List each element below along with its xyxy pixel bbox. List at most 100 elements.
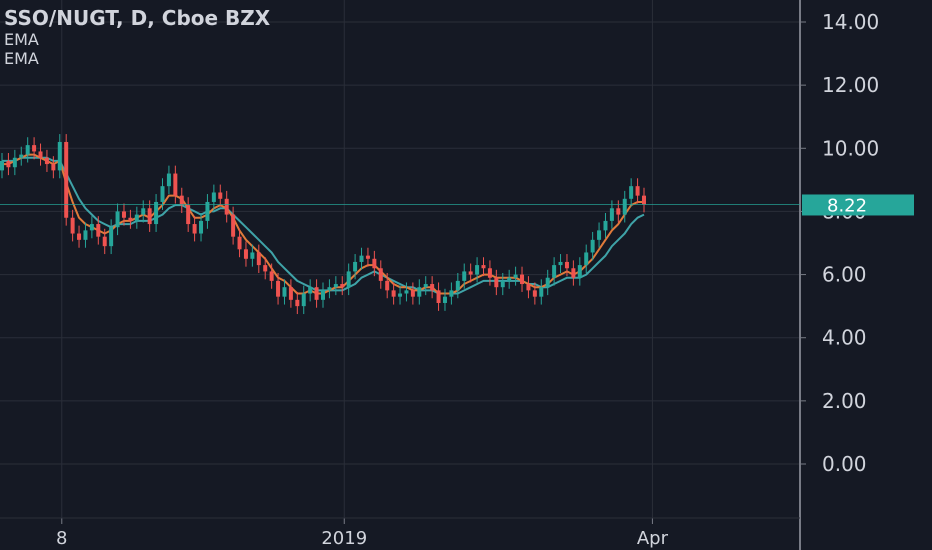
candle — [199, 213, 204, 242]
candle-body — [365, 255, 370, 259]
candle-body — [635, 186, 640, 196]
candle — [410, 282, 415, 305]
candle — [629, 178, 634, 207]
candle — [571, 260, 576, 286]
candle-body — [622, 198, 627, 215]
candle-body — [430, 284, 435, 291]
candle-body — [455, 280, 460, 291]
candle — [398, 285, 403, 305]
legend-ema-2[interactable]: EMA — [4, 49, 39, 68]
candle-body — [282, 287, 287, 297]
candle — [134, 206, 139, 229]
candle — [141, 200, 146, 223]
y-tick-label: 14.00 — [822, 10, 879, 34]
candle — [513, 266, 518, 286]
candle-body — [520, 274, 525, 285]
candle — [115, 203, 120, 236]
candle-body — [0, 160, 4, 171]
candle-body — [263, 265, 268, 272]
candle-body — [423, 284, 428, 288]
candle — [417, 279, 422, 305]
candle — [545, 269, 550, 296]
candle-body — [134, 214, 139, 221]
candle — [19, 146, 24, 166]
candle-body — [269, 271, 274, 281]
candle — [109, 219, 114, 255]
candle — [558, 254, 563, 273]
candle — [96, 216, 101, 245]
candle — [385, 272, 390, 299]
candle-body — [301, 293, 306, 307]
candle — [64, 134, 69, 226]
candle — [462, 263, 467, 289]
legend-ema-1[interactable]: EMA — [4, 30, 39, 49]
candle-body — [590, 239, 595, 253]
candle-body — [314, 287, 319, 300]
candle — [577, 257, 582, 286]
candle — [590, 231, 595, 261]
candle — [321, 282, 325, 308]
candle — [250, 244, 255, 267]
candle-body — [398, 293, 403, 297]
candle-body — [436, 290, 441, 303]
candle-body — [552, 265, 557, 278]
candle — [442, 288, 447, 311]
candle — [147, 200, 152, 232]
candle-body — [391, 290, 396, 297]
candle — [211, 184, 216, 210]
candle-body — [385, 280, 390, 291]
candle-body — [468, 271, 473, 275]
candle — [269, 263, 274, 289]
candle — [154, 194, 159, 232]
candle — [487, 260, 492, 286]
candle — [404, 282, 409, 302]
candle — [44, 149, 49, 172]
candle-body — [513, 274, 518, 278]
candle-body — [205, 201, 210, 221]
candle-body — [507, 277, 512, 281]
candle — [616, 200, 621, 223]
candle-body — [102, 236, 107, 247]
x-tick-label: Apr — [637, 528, 669, 549]
candle-body — [89, 224, 94, 231]
x-tick-label: 8 — [56, 528, 67, 549]
candle — [520, 266, 525, 292]
candle — [263, 257, 268, 280]
candle — [231, 206, 236, 245]
candle-body — [128, 217, 133, 221]
candle-body — [250, 252, 255, 259]
candle — [6, 153, 11, 176]
candle-body — [77, 233, 82, 240]
candle — [51, 156, 56, 179]
candle-body — [500, 280, 505, 288]
candle-body — [38, 151, 43, 158]
candle — [430, 276, 435, 299]
y-tick-label: 0.00 — [822, 452, 867, 476]
candle-body — [70, 217, 75, 234]
candle — [32, 137, 37, 160]
candle — [372, 250, 377, 277]
candle — [89, 216, 94, 239]
candle-body — [121, 211, 126, 218]
candle-body — [295, 299, 300, 307]
candle — [288, 279, 293, 308]
candle — [609, 200, 614, 229]
candle-body — [173, 173, 178, 196]
candle — [308, 279, 313, 302]
candle-body — [340, 284, 345, 288]
candle — [564, 254, 569, 277]
candle — [102, 228, 107, 255]
candle — [597, 222, 602, 248]
x-tick-label: 2019 — [321, 528, 367, 549]
candle — [539, 279, 544, 305]
candle-body — [487, 268, 492, 278]
candle-body — [147, 208, 152, 225]
candle — [192, 216, 197, 242]
candle-body — [44, 157, 49, 165]
candle-body — [609, 208, 614, 221]
candle — [218, 184, 223, 207]
candle — [353, 254, 358, 280]
candle-body — [564, 261, 569, 269]
